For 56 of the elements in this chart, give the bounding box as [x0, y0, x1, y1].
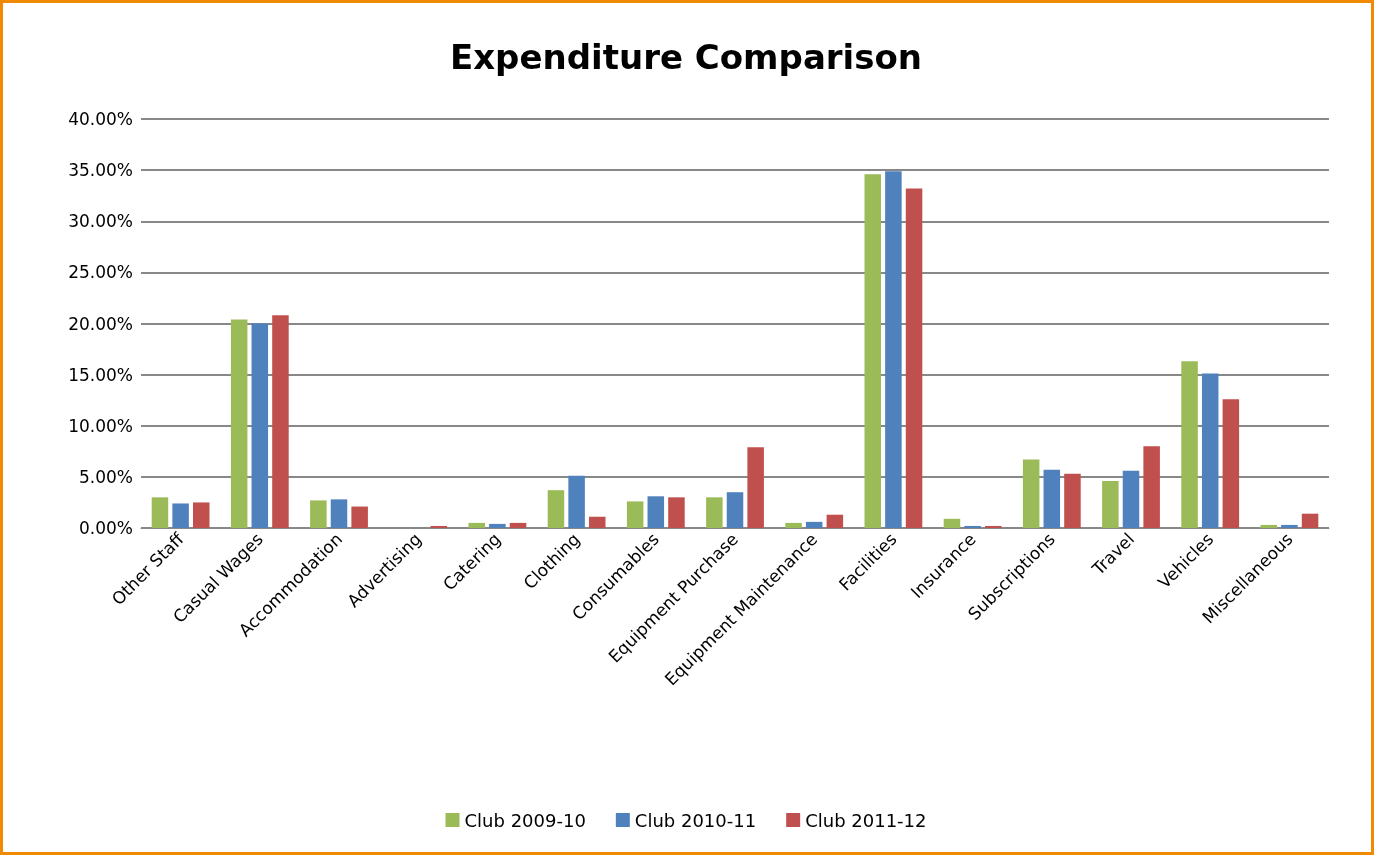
bar — [230, 319, 248, 528]
legend-label: Club 2009-10 — [464, 809, 586, 831]
y-tick-label: 20.00% — [68, 313, 133, 334]
y-tick-label: 5.00% — [78, 466, 133, 487]
y-tick-label: 0.00% — [78, 518, 133, 538]
bar — [547, 490, 565, 528]
bar — [568, 475, 585, 528]
bar — [272, 315, 289, 528]
bar — [192, 502, 210, 528]
bar — [885, 171, 902, 528]
bar — [351, 506, 368, 528]
bar — [330, 499, 348, 528]
y-tick-label: 10.00% — [68, 415, 133, 436]
y-tick-label: 15.00% — [68, 364, 133, 385]
legend-label: Club 2011-12 — [805, 809, 927, 831]
bar — [251, 323, 269, 528]
bar — [588, 516, 606, 528]
bar — [1222, 399, 1240, 528]
bar — [984, 525, 1002, 528]
bar — [489, 523, 506, 528]
bar — [826, 514, 844, 528]
bar — [626, 501, 644, 528]
y-tick-label: 40.00% — [68, 109, 133, 129]
bar — [1064, 473, 1081, 528]
bar — [726, 492, 744, 528]
bar — [1260, 524, 1278, 528]
bar — [647, 496, 665, 528]
bar — [151, 497, 169, 528]
bar — [468, 522, 486, 528]
bar — [1022, 459, 1040, 528]
bar — [1281, 524, 1298, 528]
bar — [1043, 469, 1061, 528]
bar — [1201, 373, 1219, 528]
bar — [785, 522, 802, 528]
bar — [964, 525, 981, 528]
bar — [747, 447, 764, 528]
bar — [706, 497, 723, 528]
bar — [430, 525, 448, 528]
bar — [864, 174, 882, 528]
y-tick-label: 35.00% — [68, 160, 133, 181]
legend-label: Club 2010-11 — [634, 809, 757, 831]
bar — [1102, 480, 1119, 528]
bar — [172, 503, 189, 528]
chart-title: Expenditure Comparison — [449, 37, 923, 77]
bar — [1143, 446, 1160, 528]
bar — [905, 188, 923, 528]
bar — [668, 497, 685, 528]
y-tick-label: 30.00% — [68, 211, 133, 232]
bar — [805, 521, 823, 528]
bar — [310, 500, 327, 528]
bar — [509, 522, 527, 528]
bar — [943, 518, 961, 528]
bar — [1181, 361, 1198, 528]
bar — [1122, 470, 1140, 528]
bar — [1301, 513, 1319, 528]
y-tick-label: 25.00% — [68, 262, 133, 283]
